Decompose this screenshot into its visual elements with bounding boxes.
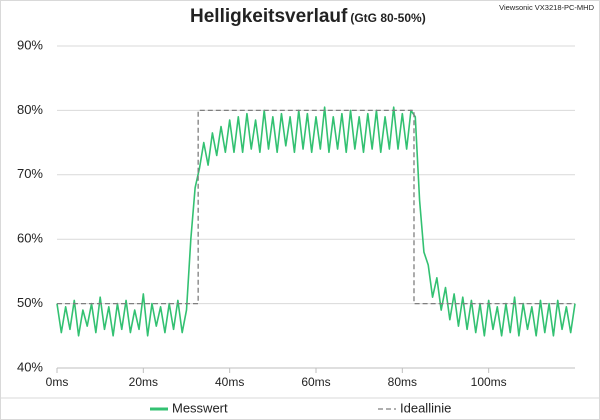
series-line xyxy=(57,109,575,305)
y-tick-label: 90% xyxy=(17,37,43,52)
x-tick-label: 100ms xyxy=(471,375,507,389)
y-tick-label: 60% xyxy=(17,231,43,246)
y-tick-label: 70% xyxy=(17,166,43,181)
chart-subtitle: (GtG 80-50%) xyxy=(350,11,425,25)
annotation: Viewsonic VX3218-PC-MHD xyxy=(499,3,594,12)
x-tick-label: 60ms xyxy=(301,375,330,389)
legend-label: Messwert xyxy=(172,400,228,415)
y-tick-label: 50% xyxy=(17,295,43,310)
x-tick-label: 0ms xyxy=(46,375,69,389)
y-tick-label: 80% xyxy=(17,102,43,117)
x-tick-label: 40ms xyxy=(215,375,244,389)
series-line xyxy=(56,106,576,337)
x-tick-label: 80ms xyxy=(388,375,417,389)
x-tick-label: 20ms xyxy=(129,375,158,389)
chart-title: Helligkeitsverlauf xyxy=(190,6,348,27)
legend-label: Ideallinie xyxy=(400,400,451,415)
y-tick-label: 40% xyxy=(17,359,43,374)
